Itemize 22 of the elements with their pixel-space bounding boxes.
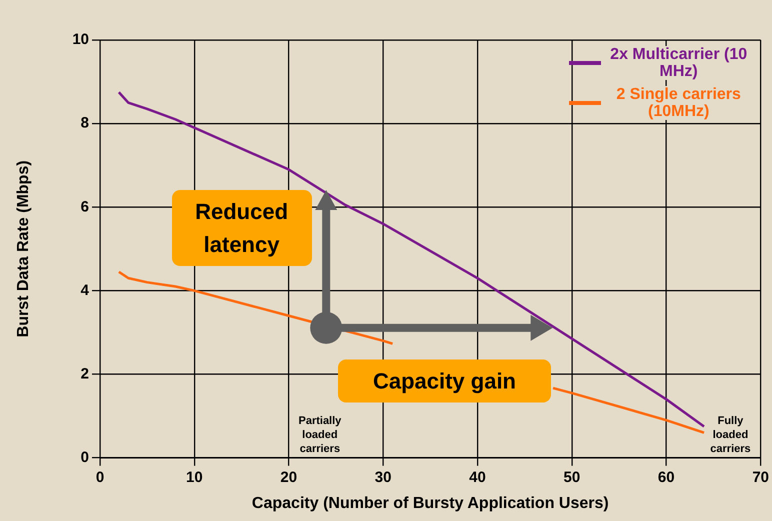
x-tick-label: 0 bbox=[96, 468, 104, 486]
y-axis-title: Burst Data Rate (Mbps) bbox=[15, 160, 32, 338]
x-tick-label: 20 bbox=[280, 468, 298, 486]
x-axis-title: Capacity (Number of Bursty Application Users) bbox=[252, 494, 609, 512]
annotation: Partially loaded carriers bbox=[297, 414, 342, 456]
x-tick-label: 60 bbox=[658, 468, 675, 486]
y-tick-label: 4 bbox=[80, 282, 90, 299]
annotation: Fully loaded carriers bbox=[709, 414, 752, 456]
x-tick-label: 10 bbox=[186, 468, 203, 486]
y-tick-label: 8 bbox=[80, 114, 89, 132]
annotation: Capacity gain bbox=[338, 359, 551, 402]
legend-label: 2 Single carriers (10MHz) bbox=[608, 86, 749, 120]
y-tick-label: 10 bbox=[72, 31, 89, 48]
x-tick-label: 40 bbox=[469, 468, 486, 486]
x-tick-label: 30 bbox=[374, 468, 392, 486]
x-tick-label: 50 bbox=[564, 468, 580, 486]
x-tick-label: 70 bbox=[752, 468, 769, 486]
annotation: Reduced latency bbox=[172, 190, 312, 266]
legend-label: 2x Multicarrier (10 MHz) bbox=[608, 46, 749, 80]
y-tick-label: 6 bbox=[80, 198, 89, 216]
y-tick-label: 0 bbox=[80, 448, 89, 466]
y-tick-label: 2 bbox=[80, 365, 89, 382]
